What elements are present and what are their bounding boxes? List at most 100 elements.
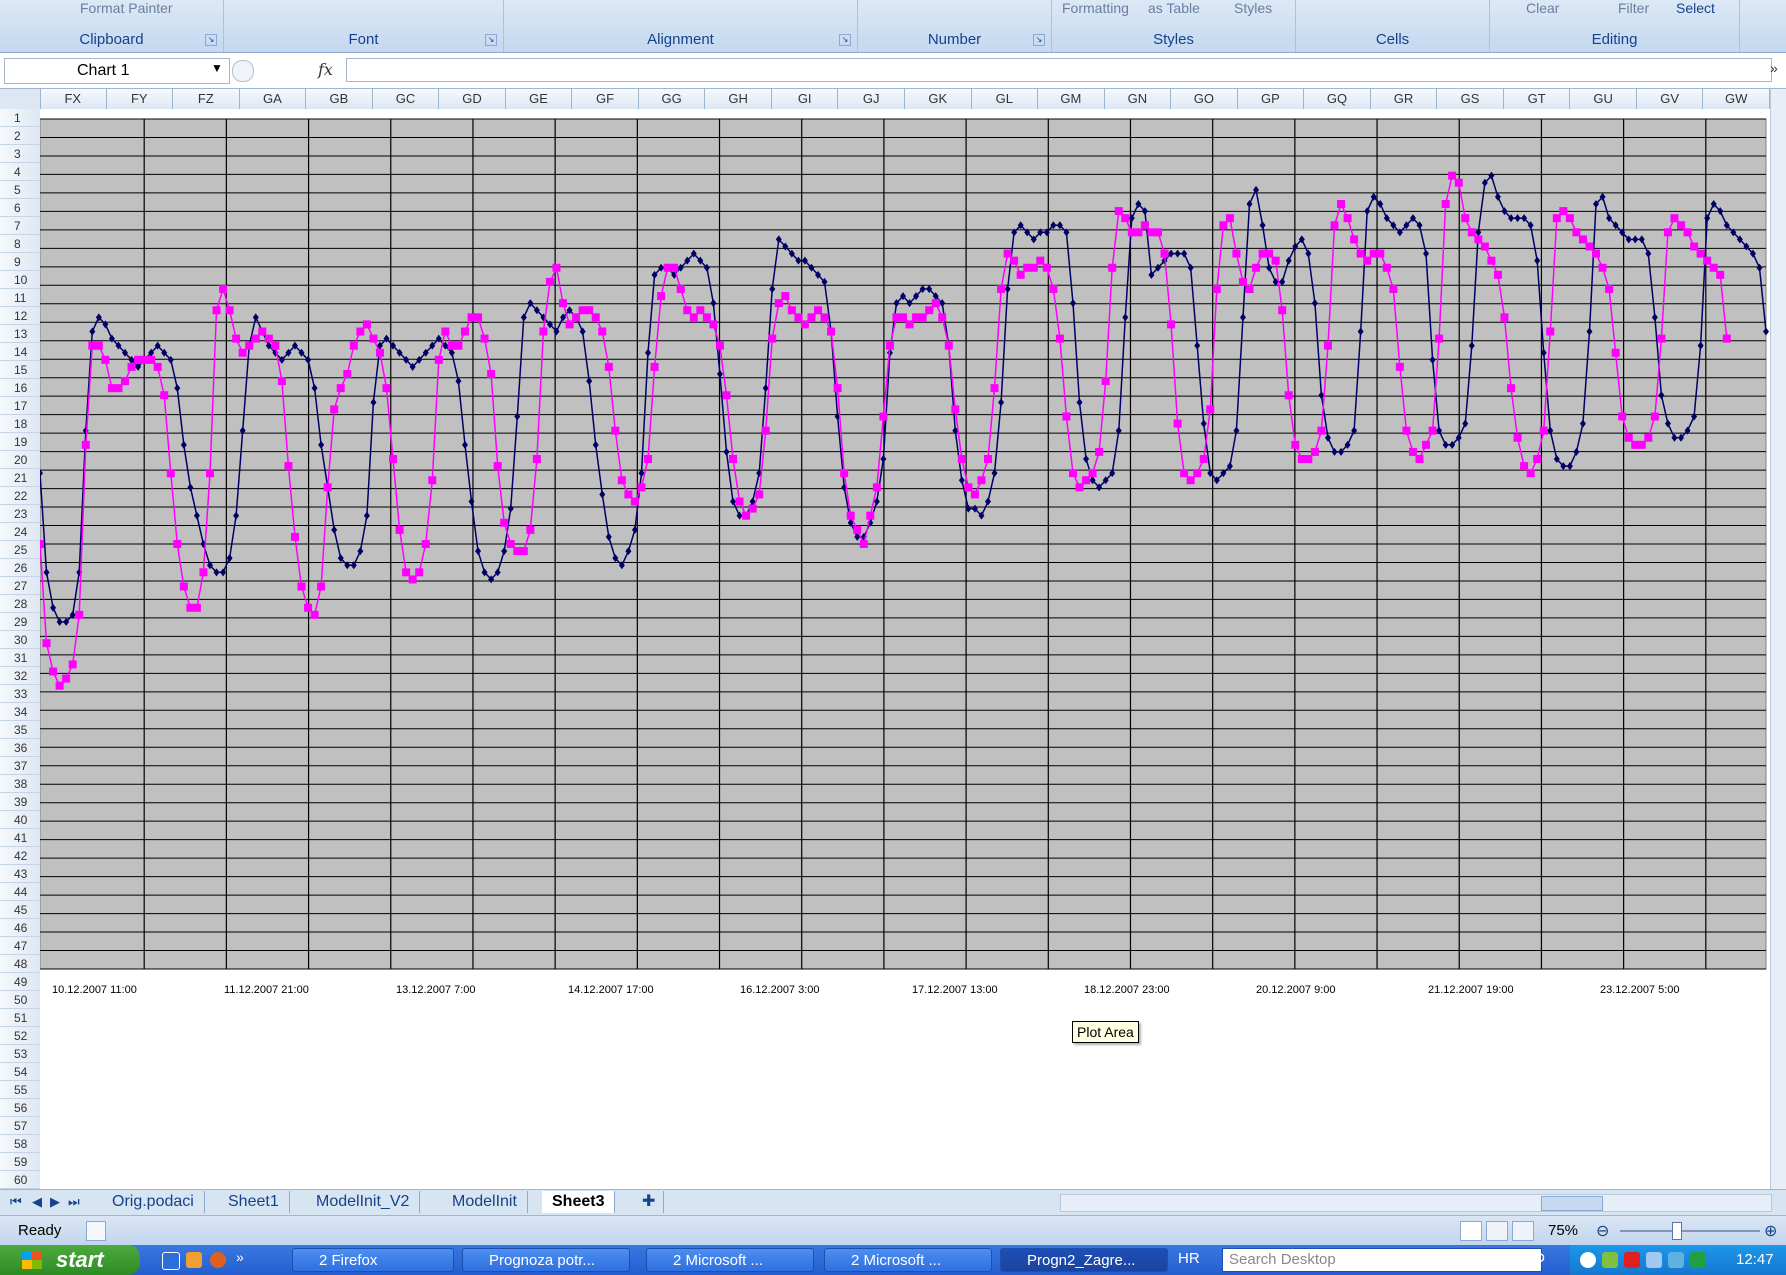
column-header-fy[interactable]: FY bbox=[107, 89, 174, 109]
row-header-9[interactable]: 9 bbox=[0, 253, 40, 271]
quicklaunch-icon[interactable] bbox=[186, 1252, 202, 1268]
font-launcher-icon[interactable]: ↘ bbox=[485, 34, 497, 46]
tab-orig-podaci[interactable]: Orig.podaci bbox=[102, 1191, 205, 1213]
tab-modelinit[interactable]: ModelInit bbox=[442, 1191, 528, 1213]
language-indicator[interactable]: HR bbox=[1178, 1250, 1200, 1267]
row-header-35[interactable]: 35 bbox=[0, 721, 40, 739]
row-header-44[interactable]: 44 bbox=[0, 883, 40, 901]
zoom-out-icon[interactable]: ⊖ bbox=[1596, 1223, 1610, 1240]
last-sheet-icon[interactable]: ⏭ bbox=[68, 1194, 80, 1209]
macro-record-icon[interactable] bbox=[86, 1221, 106, 1241]
start-button[interactable]: start bbox=[0, 1245, 140, 1275]
row-header-51[interactable]: 51 bbox=[0, 1009, 40, 1027]
row-header-10[interactable]: 10 bbox=[0, 271, 40, 289]
row-header-49[interactable]: 49 bbox=[0, 973, 40, 991]
alignment-launcher-icon[interactable]: ↘ bbox=[839, 34, 851, 46]
row-header-58[interactable]: 58 bbox=[0, 1135, 40, 1153]
zoom-in-icon[interactable]: ⊕ bbox=[1764, 1223, 1778, 1240]
column-header-gl[interactable]: GL bbox=[972, 89, 1039, 109]
row-header-40[interactable]: 40 bbox=[0, 811, 40, 829]
row-header-56[interactable]: 56 bbox=[0, 1099, 40, 1117]
row-header-45[interactable]: 45 bbox=[0, 901, 40, 919]
tray-network-icon[interactable] bbox=[1646, 1252, 1662, 1268]
row-header-2[interactable]: 2 bbox=[0, 127, 40, 145]
firefox-quicklaunch-icon[interactable] bbox=[210, 1252, 226, 1268]
formula-input[interactable] bbox=[346, 58, 1772, 82]
tray-sync-icon[interactable] bbox=[1668, 1252, 1684, 1268]
row-header-47[interactable]: 47 bbox=[0, 937, 40, 955]
column-header-gq[interactable]: GQ bbox=[1304, 89, 1371, 109]
row-header-16[interactable]: 16 bbox=[0, 379, 40, 397]
cell-styles-fragment[interactable]: Styles bbox=[1234, 0, 1273, 16]
column-header-fz[interactable]: FZ bbox=[173, 89, 240, 109]
column-header-ga[interactable]: GA bbox=[240, 89, 307, 109]
column-header-ge[interactable]: GE bbox=[506, 89, 573, 109]
next-sheet-icon[interactable]: ▶ bbox=[50, 1194, 60, 1209]
horizontal-scroll-thumb[interactable] bbox=[1541, 1196, 1603, 1211]
ie-icon[interactable] bbox=[162, 1252, 180, 1270]
formula-bar-resize-handle[interactable] bbox=[232, 60, 254, 82]
line-chart[interactable]: 10.12.2007 11:00 11.12.2007 21:00 13.12.20… bbox=[40, 109, 1770, 1189]
search-icon[interactable]: ⚲ bbox=[1534, 1252, 1546, 1269]
row-header-4[interactable]: 4 bbox=[0, 163, 40, 181]
row-header-21[interactable]: 21 bbox=[0, 469, 40, 487]
taskbar-word[interactable]: 2 Microsoft ... bbox=[646, 1248, 814, 1272]
tab-sheet3[interactable]: Sheet3 bbox=[542, 1191, 616, 1213]
prev-sheet-icon[interactable]: ◀ bbox=[32, 1194, 42, 1209]
row-header-8[interactable]: 8 bbox=[0, 235, 40, 253]
taskbar-prognoza[interactable]: Prognoza potr... bbox=[462, 1248, 630, 1272]
row-header-41[interactable]: 41 bbox=[0, 829, 40, 847]
row-header-17[interactable]: 17 bbox=[0, 397, 40, 415]
row-header-32[interactable]: 32 bbox=[0, 667, 40, 685]
row-header-31[interactable]: 31 bbox=[0, 649, 40, 667]
insert-sheet-icon[interactable]: ✚ bbox=[634, 1191, 665, 1213]
row-header-22[interactable]: 22 bbox=[0, 487, 40, 505]
vertical-scrollbar[interactable] bbox=[1770, 89, 1786, 1189]
column-header-gm[interactable]: GM bbox=[1038, 89, 1105, 109]
row-header-43[interactable]: 43 bbox=[0, 865, 40, 883]
row-header-38[interactable]: 38 bbox=[0, 775, 40, 793]
tray-expand-icon[interactable] bbox=[1580, 1252, 1596, 1268]
tray-app-icon[interactable] bbox=[1690, 1252, 1706, 1268]
row-header-53[interactable]: 53 bbox=[0, 1045, 40, 1063]
row-header-3[interactable]: 3 bbox=[0, 145, 40, 163]
column-header-gr[interactable]: GR bbox=[1371, 89, 1438, 109]
row-header-24[interactable]: 24 bbox=[0, 523, 40, 541]
column-header-gk[interactable]: GK bbox=[905, 89, 972, 109]
row-header-5[interactable]: 5 bbox=[0, 181, 40, 199]
row-header-18[interactable]: 18 bbox=[0, 415, 40, 433]
tab-sheet1[interactable]: Sheet1 bbox=[218, 1191, 290, 1213]
clipboard-launcher-icon[interactable]: ↘ bbox=[205, 34, 217, 46]
zoom-slider[interactable] bbox=[1620, 1230, 1760, 1232]
column-header-gi[interactable]: GI bbox=[772, 89, 839, 109]
name-box[interactable]: Chart 1 ▼ bbox=[4, 58, 230, 84]
zoom-level[interactable]: 75% bbox=[1548, 1222, 1579, 1239]
row-header-15[interactable]: 15 bbox=[0, 361, 40, 379]
row-header-13[interactable]: 13 bbox=[0, 325, 40, 343]
row-header-50[interactable]: 50 bbox=[0, 991, 40, 1009]
row-header-12[interactable]: 12 bbox=[0, 307, 40, 325]
column-header-gu[interactable]: GU bbox=[1570, 89, 1637, 109]
row-header-33[interactable]: 33 bbox=[0, 685, 40, 703]
taskbar-firefox[interactable]: 2 Firefox bbox=[292, 1248, 454, 1272]
page-layout-view-icon[interactable] bbox=[1486, 1221, 1508, 1241]
row-header-28[interactable]: 28 bbox=[0, 595, 40, 613]
select-button[interactable]: Select bbox=[1676, 0, 1715, 16]
row-header-39[interactable]: 39 bbox=[0, 793, 40, 811]
row-header-46[interactable]: 46 bbox=[0, 919, 40, 937]
more-quicklaunch-icon[interactable]: » bbox=[236, 1249, 244, 1265]
format-painter-button[interactable]: Format Painter bbox=[80, 0, 173, 16]
first-sheet-icon[interactable]: ⏮ bbox=[10, 1194, 22, 1209]
row-header-23[interactable]: 23 bbox=[0, 505, 40, 523]
horizontal-scrollbar[interactable] bbox=[1060, 1194, 1772, 1212]
column-header-gc[interactable]: GC bbox=[373, 89, 440, 109]
filter-button[interactable]: Filter bbox=[1618, 0, 1650, 16]
row-header-55[interactable]: 55 bbox=[0, 1081, 40, 1099]
row-header-37[interactable]: 37 bbox=[0, 757, 40, 775]
row-header-34[interactable]: 34 bbox=[0, 703, 40, 721]
column-header-gf[interactable]: GF bbox=[572, 89, 639, 109]
row-header-19[interactable]: 19 bbox=[0, 433, 40, 451]
row-header-7[interactable]: 7 bbox=[0, 217, 40, 235]
row-header-42[interactable]: 42 bbox=[0, 847, 40, 865]
row-header-36[interactable]: 36 bbox=[0, 739, 40, 757]
